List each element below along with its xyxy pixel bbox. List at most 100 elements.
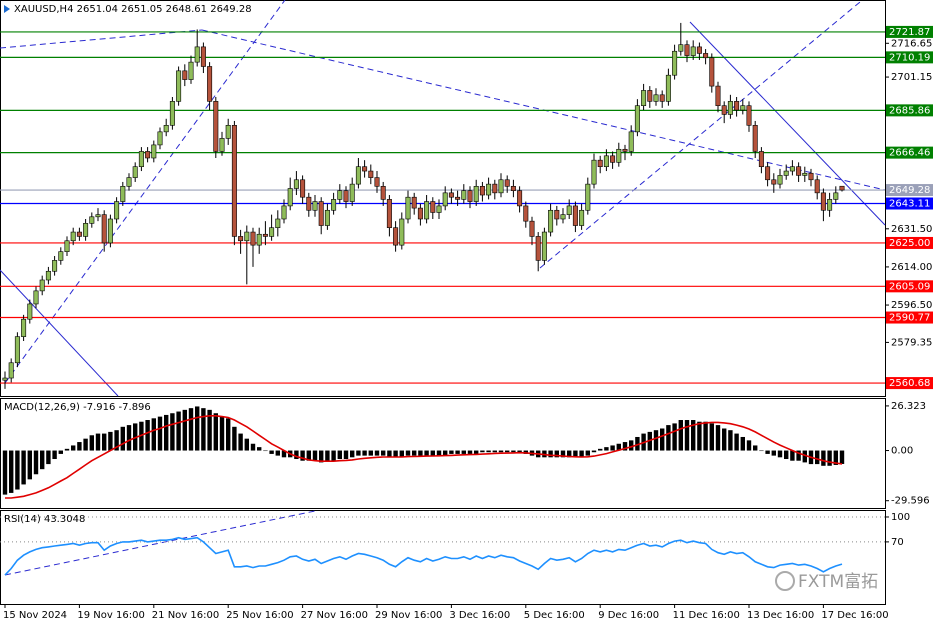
level-label: 2721.87: [889, 27, 930, 38]
y-tick-label: 100: [891, 512, 910, 523]
candle-body: [597, 159, 603, 168]
macd-bar: [77, 442, 82, 451]
macd-bar: [715, 425, 721, 451]
candle-body: [14, 336, 20, 364]
macd-bar: [164, 414, 169, 451]
candle-body: [256, 233, 262, 246]
signal-line: [5, 415, 843, 499]
candle-body: [715, 85, 721, 107]
macd-bar: [573, 450, 578, 458]
macd-bar: [672, 423, 677, 451]
candle-body: [163, 125, 169, 133]
y-tick-label: 0.00: [891, 446, 913, 457]
macd-bar: [350, 450, 355, 458]
macd-bar: [33, 450, 39, 475]
macd-bar: [486, 450, 491, 453]
candle-body: [591, 159, 597, 185]
macd-bar: [294, 450, 299, 460]
macd-bar: [9, 450, 14, 493]
candle-body: [238, 236, 244, 242]
candle-body: [188, 61, 194, 80]
x-tick-label: 5 Dec 16:00: [524, 610, 585, 621]
candle-body: [76, 231, 82, 237]
candle-body: [560, 214, 566, 220]
macd-bar: [151, 418, 156, 451]
candle-body: [746, 105, 752, 126]
candle-body: [281, 205, 287, 220]
macd-bar: [281, 450, 287, 458]
candle-body: [386, 199, 392, 229]
macd-bar: [684, 420, 690, 451]
candle-body: [690, 46, 696, 56]
macd-bar: [821, 450, 826, 466]
macd-bar: [616, 443, 621, 451]
macd-bar: [691, 420, 696, 451]
macd-bar: [492, 450, 497, 453]
candle-body: [467, 190, 473, 202]
candle-body: [498, 179, 504, 194]
candle-body: [535, 236, 541, 261]
macd-bar: [126, 425, 132, 451]
x-tick-label: 15 Nov 2024: [3, 610, 67, 621]
candle-body: [442, 192, 448, 207]
macd-bar: [722, 428, 727, 451]
candle-body: [8, 362, 14, 379]
macd-bar: [399, 450, 404, 458]
macd-bar: [263, 450, 268, 452]
macd-bar: [412, 450, 417, 456]
candle-body: [45, 270, 51, 281]
candle-body: [337, 190, 343, 200]
candle-body: [101, 214, 107, 244]
macd-bar: [771, 450, 776, 456]
candle-body: [114, 201, 120, 220]
macd-bar: [83, 438, 88, 451]
candle-body: [250, 231, 256, 246]
candle-body: [417, 207, 423, 220]
candle-body: [523, 205, 529, 222]
macd-bar: [2, 450, 8, 495]
candle-body: [771, 179, 777, 185]
macd-bar: [833, 450, 838, 465]
macd-bar: [343, 450, 349, 460]
macd-bar: [89, 435, 94, 451]
candle-body: [808, 172, 814, 181]
macd-bar: [455, 450, 460, 454]
level-label-box: [886, 184, 933, 197]
candle-body: [244, 231, 250, 242]
candle-body: [362, 166, 368, 172]
candle-body: [696, 46, 702, 54]
candle-body: [585, 183, 591, 211]
macd-bar: [839, 450, 845, 464]
candle-body: [758, 151, 764, 168]
macd-bar: [182, 409, 187, 451]
candle-body: [541, 231, 547, 261]
macd-bar: [461, 450, 466, 454]
macd-bar: [356, 450, 361, 456]
macd-bar: [598, 448, 603, 451]
candle-body: [213, 101, 219, 152]
candle-body: [300, 179, 306, 198]
y-tick-label: 26.323: [891, 401, 926, 412]
candle-body: [275, 218, 281, 229]
candle-body: [703, 53, 709, 59]
macd-bar: [622, 442, 628, 451]
candle-body: [393, 227, 399, 246]
candle-body: [58, 251, 64, 261]
macd-bar: [244, 438, 249, 451]
level-label: 2590.77: [889, 313, 930, 324]
x-tick-label: 9 Dec 16:00: [598, 610, 659, 621]
candle-body: [120, 186, 126, 202]
macd-bar: [517, 450, 522, 453]
candle-body: [628, 131, 634, 152]
y-tick-label: 2614.00: [891, 262, 932, 273]
macd-bar: [430, 450, 435, 456]
macd-bar: [405, 450, 411, 456]
level-label: 2649.28: [889, 185, 930, 196]
candle-body: [405, 196, 411, 220]
candle-body: [145, 151, 151, 159]
candle-body: [740, 105, 746, 111]
candle-body: [814, 179, 820, 194]
candle-body: [610, 155, 616, 163]
candle-body: [492, 183, 498, 194]
candle-body: [678, 44, 684, 52]
